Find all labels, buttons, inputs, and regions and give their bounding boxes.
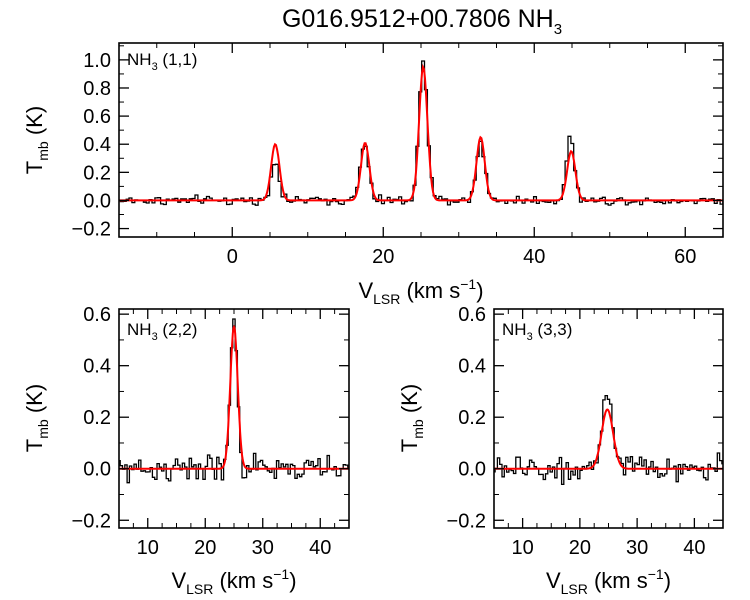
y-tick-label: 0.8: [83, 78, 111, 100]
y-axis-label-text: T: [22, 161, 47, 174]
panel-label: NH3 (2,2): [127, 320, 197, 343]
panel-label: NH3 (1,1): [127, 50, 197, 73]
x-tick-label: 60: [674, 246, 696, 268]
y-tick-label: 0.2: [458, 407, 486, 429]
y-axis-label: Tmb (K): [22, 384, 51, 452]
panel-nh3-11: 0 20 40 60 −0.2 0.0 0.2 0.4 0.6 0.8 1.0 NH3 (1,1) VL…: [22, 42, 724, 307]
observed-spectrum-series: [494, 394, 723, 486]
x-tick-label: 40: [683, 537, 705, 559]
y-axis-label: Tmb (K): [22, 106, 51, 174]
plot-area: [494, 394, 723, 486]
x-tick-label: 40: [309, 537, 331, 559]
x-tick-label: 10: [512, 537, 534, 559]
x-axis-label-unit: (km s: [588, 568, 648, 593]
y-tick-label: 0.2: [83, 162, 111, 184]
y-axis-label: Tmb (K): [397, 384, 426, 452]
y-tick-label: 0.6: [83, 106, 111, 128]
x-tick-label: 40: [523, 246, 545, 268]
y-tick-label: 0.4: [458, 356, 486, 378]
x-tick-label: 30: [252, 537, 274, 559]
x-axis-label: VLSR (km s−1): [546, 566, 671, 597]
x-axis-label-close: ): [289, 568, 296, 593]
x-tick-label: 0: [227, 246, 238, 268]
y-tick-label: −0.2: [447, 510, 486, 532]
y-axis-label-unit: (K): [397, 384, 422, 419]
x-tick-label: 20: [372, 246, 394, 268]
x-axis-label: VLSR (km s−1): [171, 566, 296, 597]
y-axis-label-unit: (K): [22, 106, 47, 141]
x-tick-label: 10: [137, 537, 159, 559]
panel-label-transition: (2,2): [158, 320, 198, 339]
x-tick-label: 30: [626, 537, 648, 559]
panel-label-transition: (1,1): [158, 50, 198, 69]
panel-label: NH3 (3,3): [502, 320, 572, 343]
y-tick-label: 1.0: [83, 50, 111, 72]
x-tick-label: 20: [569, 537, 591, 559]
y-tick-label: 0.0: [458, 459, 486, 481]
panel-label-subscript: 3: [152, 61, 158, 73]
x-axis-label-close: ): [664, 568, 671, 593]
y-axis-label-unit: (K): [22, 384, 47, 419]
panel-label-transition: (3,3): [533, 320, 573, 339]
panel-nh3-33: 10 20 30 40 −0.2 0.0 0.2 0.4 0.6 NH3 (3,3) VLSR (k…: [397, 304, 724, 597]
y-tick-label: 0.6: [458, 304, 486, 326]
panel-label-text: NH: [127, 320, 152, 339]
x-axis-label-unit: (km s: [213, 568, 273, 593]
y-tick-label: 0.2: [83, 407, 111, 429]
x-axis-label-subscript: LSR: [561, 581, 588, 597]
panel-nh3-22: 10 20 30 40 −0.2 0.0 0.2 0.4 0.6 NH3 (2,2) VLSR (k…: [22, 304, 350, 597]
y-tick-label: 0.0: [83, 190, 111, 212]
y-axis-label-text: T: [22, 439, 47, 452]
x-axis-label-superscript: −1: [648, 566, 664, 582]
x-axis-label-subscript: LSR: [373, 291, 400, 307]
figure-title: G016.9512+00.7806 NH3: [282, 5, 562, 38]
fit-model-series: [119, 324, 349, 470]
x-axis-label-close: ): [476, 278, 483, 303]
y-tick-label: 0.4: [83, 134, 111, 156]
y-axis-label-subscript: mb: [35, 141, 51, 161]
y-axis-label-subscript: mb: [410, 419, 426, 439]
x-tick-label: 20: [194, 537, 216, 559]
y-tick-label: −0.2: [72, 219, 111, 241]
y-tick-label: 0.0: [83, 459, 111, 481]
y-axis-label-subscript: mb: [35, 419, 51, 439]
x-axis-label-superscript: −1: [460, 276, 476, 292]
x-axis-label: VLSR (km s−1): [358, 276, 483, 307]
panel-label-subscript: 3: [527, 331, 533, 343]
y-tick-label: 0.6: [83, 304, 111, 326]
y-tick-label: 0.4: [83, 356, 111, 378]
x-axis-label-text: V: [358, 278, 373, 303]
panel-label-subscript: 3: [152, 331, 158, 343]
x-axis-label-text: V: [171, 568, 186, 593]
x-axis-label-unit: (km s: [400, 278, 460, 303]
fit-model-series: [494, 408, 723, 470]
x-axis-label-superscript: −1: [273, 566, 289, 582]
panel-label-text: NH: [127, 50, 152, 69]
panel-label-text: NH: [502, 320, 527, 339]
y-axis-label-text: T: [397, 439, 422, 452]
y-tick-label: −0.2: [72, 510, 111, 532]
plot-frame: [118, 42, 724, 238]
fit-model-series: [119, 63, 723, 202]
plot-area: [119, 60, 723, 206]
plot-area: [119, 318, 349, 484]
x-axis-label-subscript: LSR: [186, 581, 213, 597]
x-axis-label-text: V: [546, 568, 561, 593]
